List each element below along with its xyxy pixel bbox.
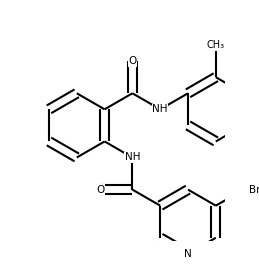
Text: NH: NH <box>153 104 168 114</box>
Text: NH: NH <box>125 153 140 162</box>
Text: CH₃: CH₃ <box>207 40 225 50</box>
Text: O: O <box>128 56 136 66</box>
Text: O: O <box>96 185 104 195</box>
Text: N: N <box>184 249 192 259</box>
Text: Br: Br <box>249 185 259 195</box>
